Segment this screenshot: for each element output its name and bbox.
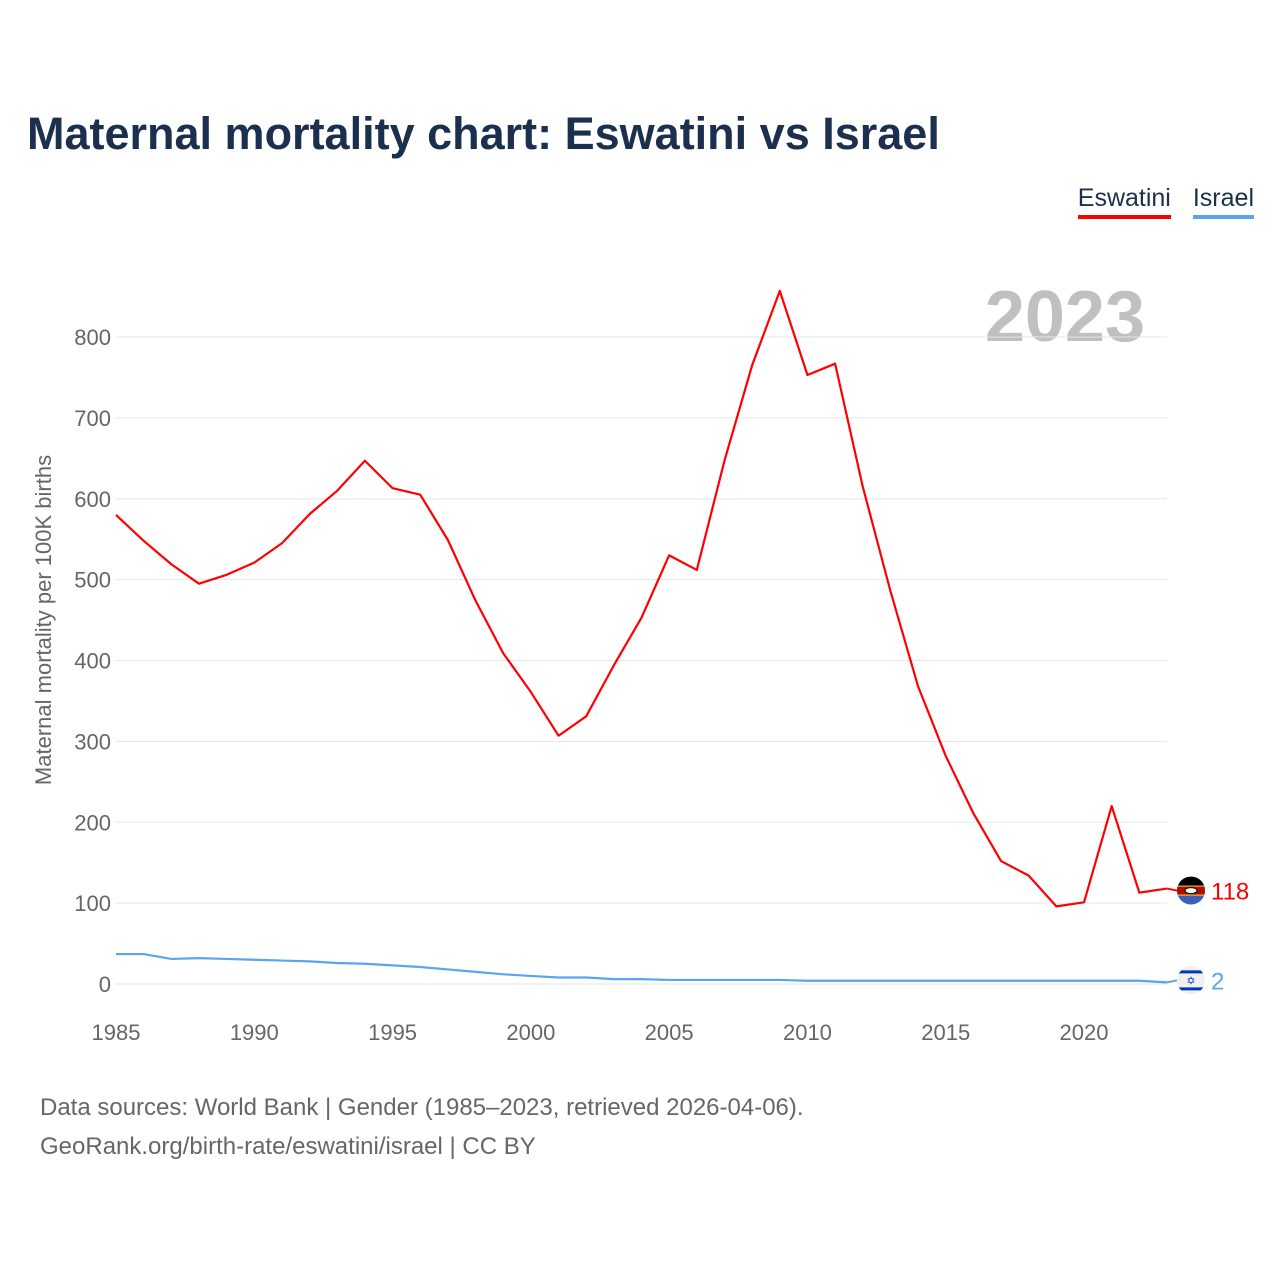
y-tick-label: 500 — [74, 568, 111, 593]
y-tick-label: 400 — [74, 649, 111, 674]
eswatini-flag-icon — [1177, 876, 1205, 905]
israel-flag-icon: ✡ — [1177, 966, 1205, 995]
flag: ✡ — [1177, 966, 1205, 995]
x-tick-label: 2005 — [645, 1020, 694, 1045]
x-tick-label: 1985 — [92, 1020, 141, 1045]
source-text: Data sources: World Bank | Gender (1985–… — [40, 1094, 804, 1121]
star-of-david-icon: ✡ — [1186, 975, 1195, 987]
source-link[interactable]: GeoRank.org/birth-rate/eswatini/israel |… — [40, 1133, 536, 1160]
y-tick-label: 800 — [74, 325, 111, 350]
series-line-eswatini — [115, 289, 1168, 908]
x-tick-label: 2015 — [921, 1020, 970, 1045]
series-line-israel — [116, 952, 1168, 984]
legend-israel[interactable]: Israel — [1192, 184, 1254, 219]
y-tick-label: 600 — [74, 487, 111, 512]
end-value-label: 118 — [1211, 879, 1249, 906]
flag-band — [1177, 970, 1205, 974]
x-tick-label: 2010 — [783, 1020, 832, 1045]
x-tick-label: 2000 — [506, 1020, 555, 1045]
x-tick-label: 2020 — [1060, 1020, 1109, 1045]
flag-band — [1177, 987, 1205, 991]
y-tick-label: 100 — [74, 891, 111, 916]
flag-shield — [1184, 887, 1198, 895]
flag-band — [1177, 876, 1205, 887]
end-connector — [1166, 979, 1178, 984]
end-value-label: 2 — [1211, 968, 1224, 995]
legend-eswatini[interactable]: Eswatini — [1077, 184, 1171, 219]
y-axis-label: Maternal mortality per 100K births — [31, 455, 56, 785]
y-tick-label: 300 — [74, 729, 111, 754]
y-tick-label: 0 — [99, 972, 111, 997]
x-tick-label: 1995 — [368, 1020, 417, 1045]
x-tick-label: 1990 — [230, 1020, 279, 1045]
y-tick-label: 200 — [74, 810, 111, 835]
flag — [1177, 876, 1205, 905]
legend: Eswatini Israel — [1077, 184, 1254, 219]
chart-title: Maternal mortality chart: Eswatini vs Is… — [27, 108, 940, 159]
y-tick-label: 700 — [74, 406, 111, 431]
end-connector — [1166, 887, 1178, 892]
year-label: 2023 — [985, 277, 1145, 357]
